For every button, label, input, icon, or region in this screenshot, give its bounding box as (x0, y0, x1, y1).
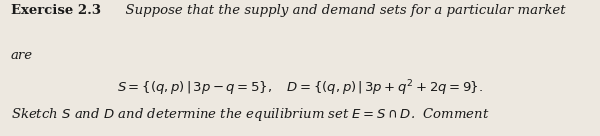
Text: $S = \{(q,p)\,|\,3p - q = 5\},\quad D = \{(q,p)\,|\,3p + q^2 + 2q = 9\}.$: $S = \{(q,p)\,|\,3p - q = 5\},\quad D = … (117, 79, 483, 98)
Text: are: are (11, 49, 33, 62)
Text: Sketch $S$ and $D$ and determine the equilibrium set $E = S \cap D$.  Comment: Sketch $S$ and $D$ and determine the equ… (11, 106, 490, 123)
Text: Exercise 2.3: Exercise 2.3 (11, 4, 101, 17)
Text: Suppose that the supply and demand sets for a particular market: Suppose that the supply and demand sets … (117, 4, 566, 17)
